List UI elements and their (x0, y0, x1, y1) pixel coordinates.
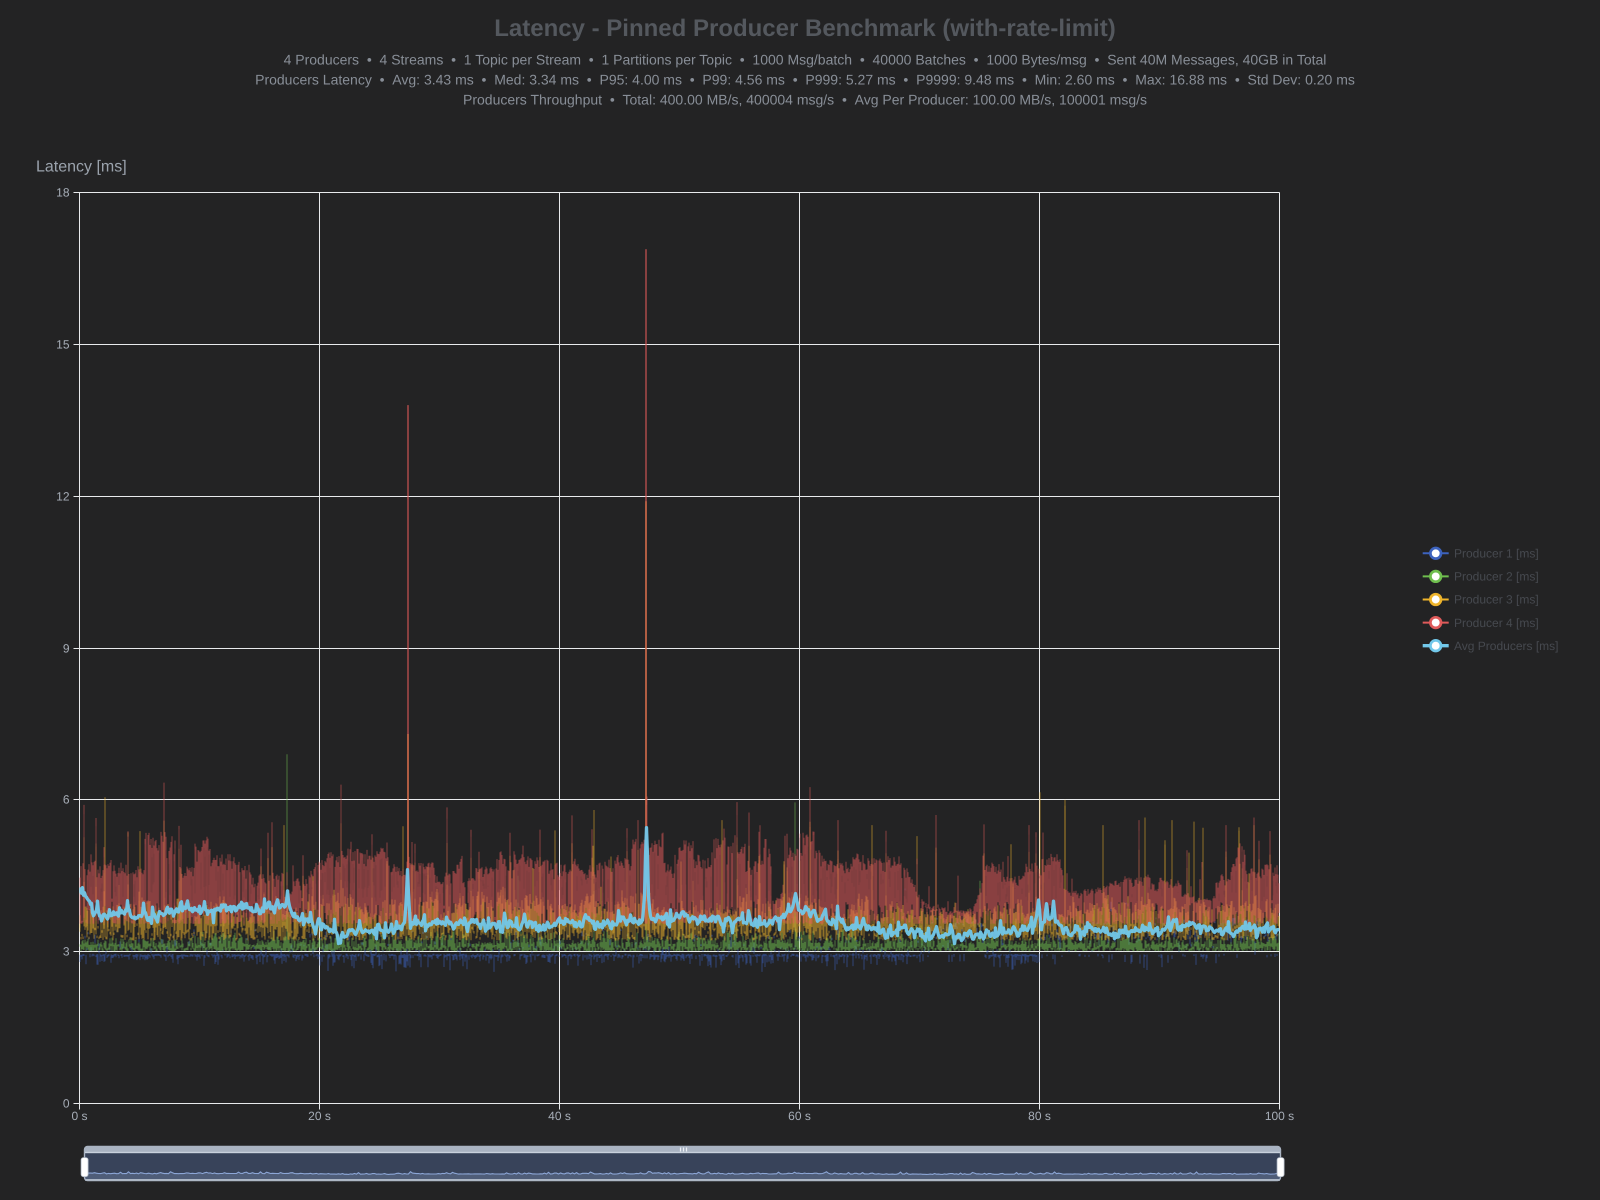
svg-text:9: 9 (63, 642, 70, 656)
svg-text:18: 18 (56, 186, 70, 200)
svg-text:20 s: 20 s (308, 1109, 331, 1123)
svg-text:Producers Latency • Avg: 3.4: Producers Latency • Avg: 3.43 ms • Med: … (255, 72, 1355, 88)
svg-text:12: 12 (56, 490, 70, 504)
svg-text:Latency [ms]: Latency [ms] (36, 159, 127, 176)
svg-text:Producer 4 [ms]: Producer 4 [ms] (1454, 616, 1539, 630)
svg-text:6: 6 (63, 793, 70, 807)
svg-text:0 s: 0 s (71, 1109, 87, 1123)
svg-text:Producer 1 [ms]: Producer 1 [ms] (1454, 547, 1539, 561)
svg-text:60 s: 60 s (788, 1109, 811, 1123)
svg-text:15: 15 (56, 338, 70, 352)
svg-text:3: 3 (63, 945, 70, 959)
svg-text:Producer 2 [ms]: Producer 2 [ms] (1454, 570, 1539, 584)
svg-text:Latency - Pinned Producer Benc: Latency - Pinned Producer Benchmark (wit… (494, 15, 1115, 42)
svg-text:0: 0 (63, 1097, 70, 1111)
svg-text:100 s: 100 s (1265, 1109, 1294, 1123)
svg-text:Producer 3 [ms]: Producer 3 [ms] (1454, 593, 1539, 607)
svg-text:40 s: 40 s (548, 1109, 571, 1123)
svg-text:Producers Throughput • Total: Producers Throughput • Total: 400.00 MB/… (463, 92, 1147, 108)
svg-text:Avg Producers [ms]: Avg Producers [ms] (1454, 639, 1558, 653)
svg-text:80 s: 80 s (1028, 1109, 1051, 1123)
svg-text:4 Producers • 4 Streams •: 4 Producers • 4 Streams • 1 Topic per St… (284, 52, 1327, 68)
